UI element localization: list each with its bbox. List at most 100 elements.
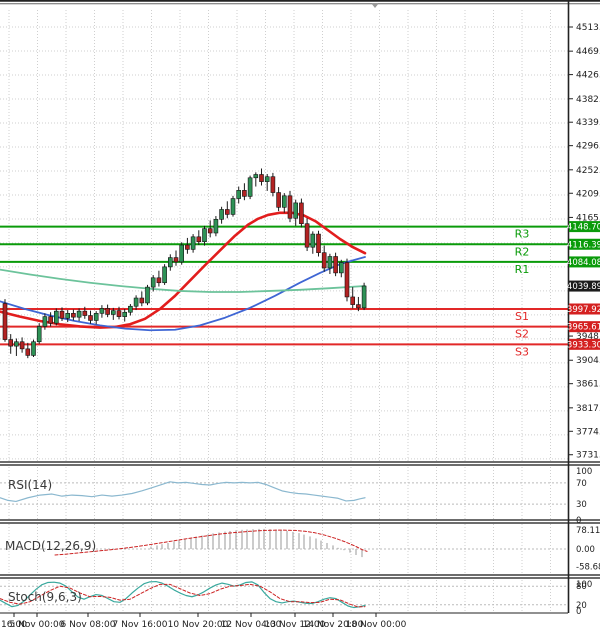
price-tick-label: 4339.70: [576, 118, 600, 128]
rsi-tick-label: 30: [576, 500, 587, 510]
price-tick-label: 3731.30: [576, 451, 600, 461]
candle: [145, 286, 150, 304]
level-label: R2: [515, 245, 530, 258]
support-price-badge-text: 3997.92: [567, 305, 600, 315]
resistance-price-badge-text: 4116.39: [567, 240, 600, 250]
rsi-tick-label: 70: [576, 479, 587, 489]
stoch-tick-label: 100: [576, 580, 592, 590]
rsi-line: [0, 481, 366, 503]
candle: [236, 190, 241, 199]
macd-tick-label: 0.00: [576, 545, 595, 555]
candle: [310, 233, 316, 248]
candle: [190, 236, 196, 250]
candle: [230, 198, 236, 215]
candle: [150, 277, 156, 288]
candle: [19, 341, 25, 350]
candle: [59, 310, 65, 319]
macd-tick-label: 78.115: [576, 526, 600, 536]
ma-fast-red: [0, 211, 367, 329]
time-tick-label: 18 Nov 00:00: [346, 620, 407, 630]
current-price-badge-text: 4039.89: [567, 282, 600, 292]
candle: [333, 256, 338, 274]
candle: [327, 256, 333, 269]
candle: [82, 310, 88, 316]
candle: [219, 209, 224, 220]
candle: [207, 228, 213, 234]
candle: [293, 202, 299, 219]
stoch-indicator-label: Stoch(9,6,3): [8, 590, 82, 604]
candle: [259, 174, 264, 182]
stoch-k-line: [0, 580, 366, 609]
support-price-badge: [569, 303, 600, 315]
candle: [281, 195, 287, 208]
price-tick-label: 4469.70: [576, 47, 600, 57]
stoch-tick-label: 0: [576, 607, 581, 617]
scroll-marker-icon: [371, 3, 379, 8]
price-tick-label: 4209.70: [576, 189, 600, 199]
candle: [42, 316, 48, 327]
stoch-tick-label: 20: [576, 601, 587, 611]
candle: [168, 257, 173, 268]
candle: [350, 296, 356, 305]
candle: [36, 326, 42, 343]
candle: [93, 313, 99, 321]
rsi-indicator-label: RSI(14): [8, 478, 53, 492]
candle: [304, 223, 310, 248]
candle: [53, 310, 59, 324]
candle: [276, 192, 281, 208]
candle: [25, 348, 31, 356]
candle: [8, 339, 13, 347]
macd-signal-line: [54, 529, 368, 556]
candle: [338, 262, 344, 274]
candle: [225, 209, 230, 215]
candle: [139, 297, 145, 304]
price-tick-label: 4426.80: [576, 71, 600, 81]
time-tick-label: 6 Nov 08:00: [61, 620, 116, 630]
ma-slow-teal: [0, 268, 366, 293]
candle: [31, 341, 36, 356]
level-label: S2: [515, 328, 529, 341]
current-price-badge: [569, 280, 600, 292]
level-label: S1: [515, 310, 529, 323]
candle: [116, 310, 122, 317]
candle: [105, 308, 110, 315]
candle: [321, 252, 327, 269]
price-tick-label: 4296.80: [576, 142, 600, 152]
time-tick-label: 13 Nov 12:00: [265, 620, 326, 630]
rsi-tick-label: 100: [576, 467, 592, 477]
resistance-price-badge: [569, 238, 600, 250]
candle: [128, 305, 133, 313]
price-tick-label: 3817.10: [576, 404, 600, 414]
support-price-badge: [569, 338, 600, 350]
level-label: S3: [515, 345, 529, 358]
time-tick-label: 14 Nov 20:00: [303, 620, 364, 630]
candle: [88, 315, 93, 321]
candle: [270, 176, 276, 193]
candle: [111, 310, 116, 315]
support-price-badge-text: 3965.61: [567, 323, 600, 333]
price-tick-label: 3774.20: [576, 427, 600, 437]
time-tick-label: 12 Nov 04:00: [221, 620, 282, 630]
candle: [242, 190, 247, 197]
ma-mid-blue: [0, 256, 366, 332]
candle: [287, 195, 293, 219]
candle: [48, 316, 53, 324]
candle: [122, 311, 127, 317]
price-tick-label: 4165.50: [576, 213, 600, 223]
price-tick-label: 3861.30: [576, 380, 600, 390]
candle: [264, 176, 270, 182]
resistance-price-badge: [569, 256, 600, 268]
time-tick-label: 16:00: [1, 620, 27, 630]
candle: [65, 313, 70, 319]
candle: [247, 177, 253, 197]
candle: [2, 303, 8, 340]
candle: [162, 266, 167, 284]
candle: [316, 233, 321, 253]
macd-tick-label: -58.68: [576, 563, 600, 573]
candle: [202, 228, 207, 243]
candle: [196, 236, 202, 243]
support-price-badge: [569, 321, 600, 333]
candle: [14, 341, 19, 347]
